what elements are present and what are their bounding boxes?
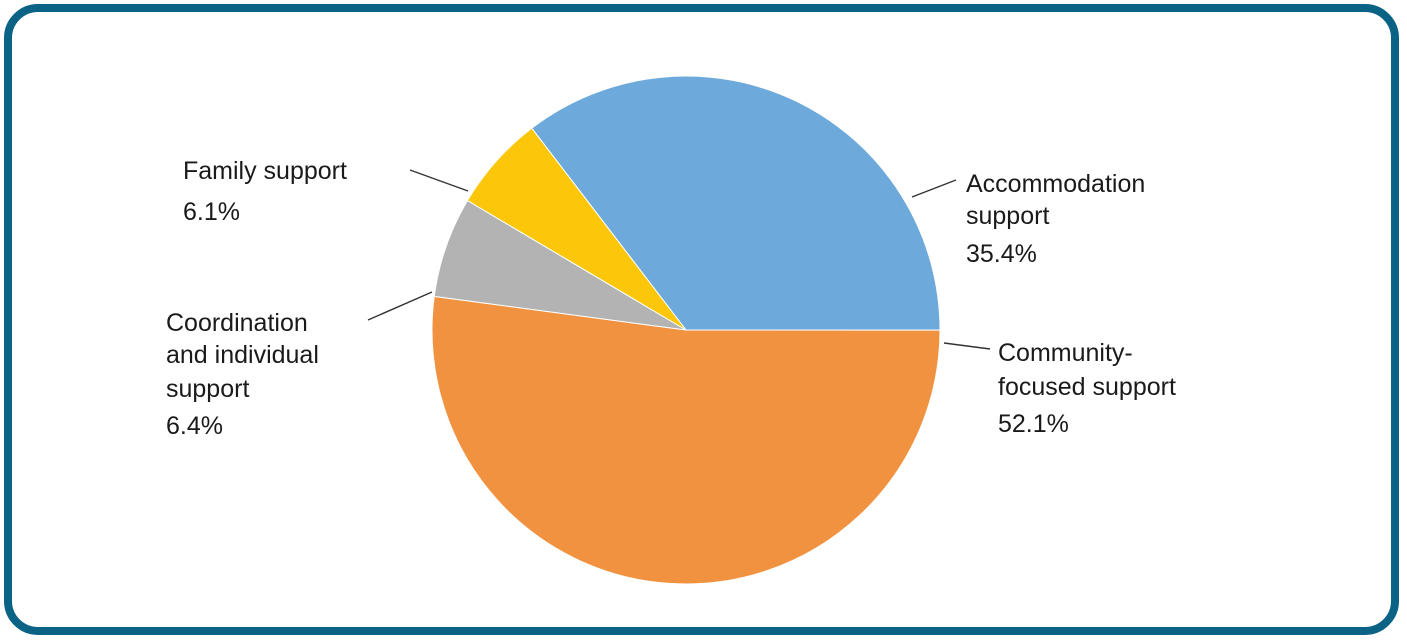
label-coordination-line-2: and individual: [166, 341, 319, 369]
label-coordination-line-1: Coordination: [166, 309, 308, 337]
label-community-line-2: focused support: [998, 373, 1176, 401]
label-coordination-line-3: support: [166, 375, 249, 403]
leader-lines: [367, 169, 991, 350]
pie-slice-family: [466, 127, 687, 331]
label-family: Family support 6.1%: [183, 157, 354, 226]
leader-line-coordination: [367, 291, 433, 321]
label-community-value: 52.1%: [998, 410, 1069, 438]
label-coordination: Coordination and individual support 6.4%: [166, 309, 326, 440]
label-community-line-1: Community-: [998, 339, 1133, 367]
pie-slices: [431, 75, 941, 585]
label-accommodation-line-2: support: [966, 202, 1049, 230]
label-accommodation-line-1: Accommodation: [966, 170, 1145, 198]
leader-line-family: [409, 169, 469, 192]
label-accommodation: Accommodation support 35.4%: [966, 170, 1152, 268]
pie-slice-accommodation: [531, 75, 941, 331]
label-coordination-value: 6.4%: [166, 412, 223, 440]
label-accommodation-value: 35.4%: [966, 240, 1037, 268]
pie-slice-community: [431, 295, 941, 585]
label-family-line-1: Family support: [183, 157, 347, 185]
label-community: Community- focused support 52.1%: [998, 339, 1183, 438]
label-family-value: 6.1%: [183, 198, 240, 226]
leader-line-accommodation: [911, 179, 957, 198]
leader-line-community: [943, 342, 991, 350]
